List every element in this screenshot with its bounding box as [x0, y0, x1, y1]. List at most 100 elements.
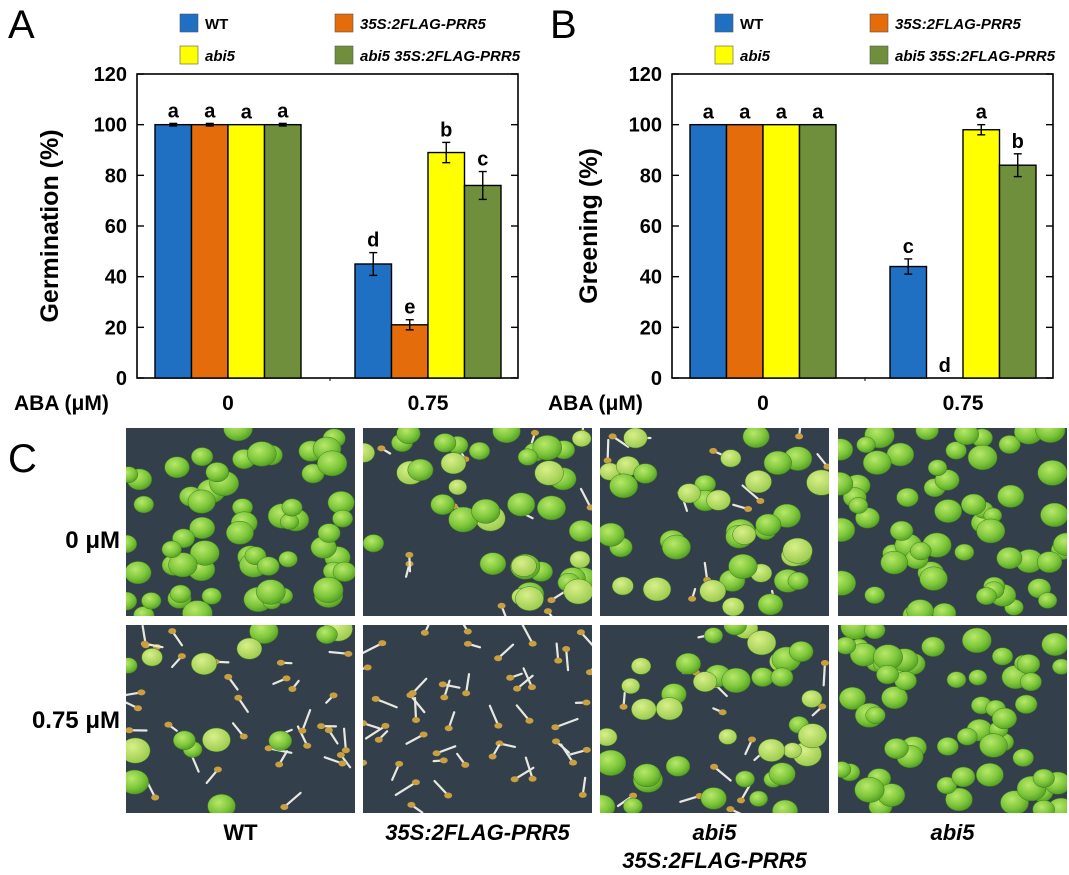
significance-letter: b [440, 119, 452, 141]
seedling-photo-grid: 0 μM 0.75 μM WT 35S:2FLAG-PRR5 abi5 35S:2FLAG… [32, 428, 1067, 873]
seedling-photo [363, 428, 592, 616]
cotyledon [772, 799, 798, 813]
cotyledon [675, 652, 701, 675]
photo-content [363, 428, 592, 616]
seed [133, 705, 142, 712]
seed [726, 806, 735, 813]
cotyledon [961, 493, 987, 516]
seed [140, 640, 149, 647]
significance-letter: a [703, 102, 715, 124]
seed [748, 736, 757, 743]
bar [962, 129, 1001, 379]
seed [234, 694, 243, 701]
y-tick-label: 40 [105, 267, 127, 289]
seed [298, 727, 307, 734]
seed [530, 429, 539, 436]
seed [168, 628, 177, 635]
seed [405, 551, 414, 558]
seed [603, 457, 612, 464]
seed [525, 717, 534, 724]
cotyledon [889, 520, 914, 541]
cotyledon [979, 733, 1008, 758]
seed [576, 629, 585, 636]
seed [582, 746, 591, 753]
seed [551, 724, 560, 731]
root-hair [741, 484, 762, 503]
seed [710, 763, 719, 770]
seed [462, 690, 471, 697]
cotyledon [953, 428, 979, 446]
seed [336, 751, 345, 758]
seed [554, 657, 563, 664]
seed [341, 747, 350, 754]
cotyledon [161, 540, 182, 558]
bar [190, 123, 229, 379]
chart-a: 0 20 40 60 80 100 120 Germination (%) a a a a 0 d e b c 0… [14, 64, 519, 415]
legend-label: abi5 35S:2FLAG-PRR5 [360, 48, 521, 65]
cotyledon [448, 479, 467, 496]
legend-swatch [714, 45, 734, 65]
cotyledon [1036, 551, 1063, 573]
cotyledon [864, 625, 886, 640]
root-hair [363, 666, 369, 670]
significance-letter: a [812, 102, 824, 124]
cotyledon [728, 553, 758, 579]
cotyledon [246, 441, 277, 467]
legend-label: abi5 35S:2FLAG-PRR5 [895, 48, 1056, 65]
seed [275, 761, 284, 768]
seedling-photo [838, 625, 1067, 813]
photo-content [600, 625, 829, 813]
seed [151, 794, 160, 801]
seed [419, 731, 428, 738]
seed [547, 597, 556, 604]
seed [578, 791, 587, 798]
bar [889, 265, 928, 379]
y-tick-label: 0 [116, 368, 127, 390]
cotyledon [945, 441, 967, 460]
seed [820, 660, 829, 667]
cotyledon [839, 686, 866, 710]
cotyledon [720, 449, 742, 468]
cotyledon [190, 540, 220, 566]
seed [276, 659, 285, 666]
cotyledon [189, 516, 216, 539]
cotyledon [517, 448, 538, 466]
photo-content [363, 625, 592, 813]
cotyledon [797, 723, 827, 749]
seed [344, 650, 353, 657]
root-hair [413, 696, 418, 722]
cotyledon [976, 587, 997, 605]
legend-label: abi5 [740, 48, 771, 65]
cotyledon [976, 518, 1006, 544]
bar [998, 164, 1037, 379]
seed [823, 463, 829, 470]
cotyledon [700, 787, 727, 810]
cotyledon [699, 579, 727, 603]
cotyledon [332, 561, 355, 582]
cotyledon [880, 550, 908, 575]
cotyledon [751, 667, 775, 687]
cotyledon [623, 428, 648, 449]
cotyledon [1052, 532, 1067, 556]
root-hair [581, 428, 585, 434]
cotyledon [600, 749, 627, 776]
seed [395, 760, 404, 767]
x-category-label: 0.75 [408, 392, 449, 415]
seedling-photo [600, 625, 829, 813]
bar [463, 184, 502, 379]
cotyledon [205, 462, 229, 483]
cotyledon [838, 570, 856, 596]
seed [552, 738, 561, 745]
column-label: WT [223, 820, 258, 845]
root-hair [822, 661, 827, 687]
cotyledon [932, 602, 957, 616]
cotyledon [407, 458, 434, 481]
panel-letter-c: C [8, 437, 37, 481]
cotyledon [440, 452, 467, 475]
cotyledon [864, 586, 885, 604]
legend-label: 35S:2FLAG-PRR5 [895, 16, 1022, 33]
cotyledon [768, 762, 796, 786]
cotyledon [623, 797, 643, 813]
cotyledon [223, 428, 253, 442]
cotyledon [1016, 654, 1041, 675]
